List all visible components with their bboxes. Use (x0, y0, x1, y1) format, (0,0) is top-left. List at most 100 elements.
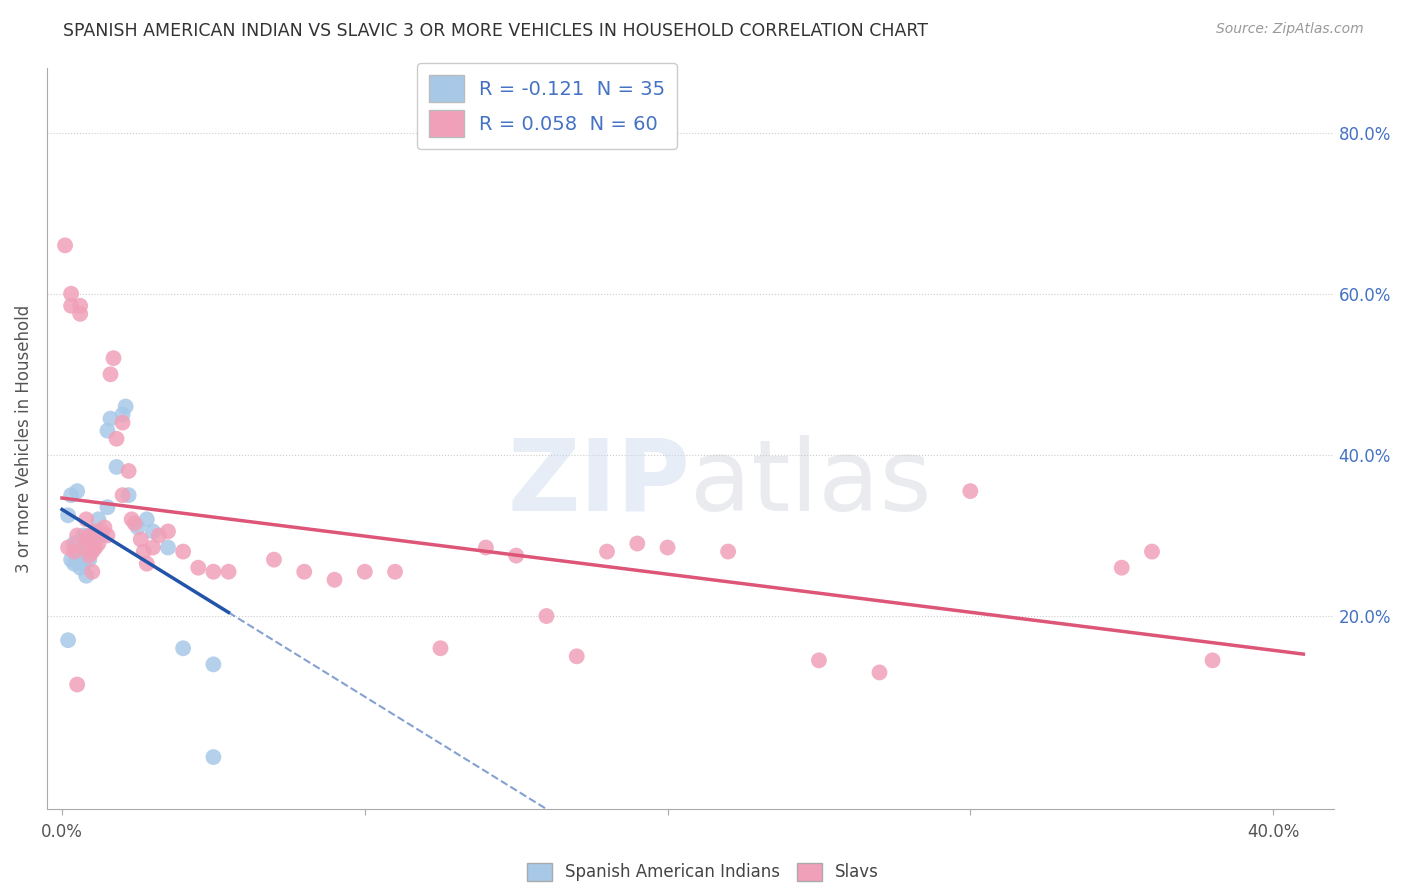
Point (127, 520, 149, 534)
Point (142, 541, 165, 555)
Point (77, 528, 100, 542)
Point (82, 565, 104, 579)
Point (66, 549, 89, 563)
Point (72, 557, 94, 571)
Point (77, 541, 100, 555)
Point (75, 533, 97, 547)
Point (263, 552, 285, 566)
Point (717, 544, 740, 558)
Text: Source: ZipAtlas.com: Source: ZipAtlas.com (1216, 22, 1364, 37)
Point (353, 565, 375, 579)
Point (66, 677, 89, 691)
Point (69, 299, 91, 313)
Point (72, 528, 94, 542)
Point (100, 368, 122, 382)
Point (105, 432, 128, 446)
Point (96, 528, 118, 542)
Point (90, 524, 112, 539)
Legend: Spanish American Indians, Slavs: Spanish American Indians, Slavs (520, 856, 886, 888)
Point (75, 541, 97, 555)
Point (60, 552, 83, 566)
Point (172, 544, 194, 558)
Point (77, 549, 100, 563)
Point (429, 641, 451, 656)
Point (66, 528, 89, 542)
Point (96, 500, 118, 515)
Point (77, 552, 100, 566)
Point (63, 557, 86, 571)
Point (869, 665, 891, 680)
Point (117, 488, 139, 502)
Point (75, 512, 97, 526)
Point (75, 568, 97, 582)
Point (135, 512, 157, 526)
Point (135, 557, 157, 571)
Point (84, 524, 107, 539)
Point (187, 560, 209, 574)
Point (63, 544, 86, 558)
Point (82, 533, 104, 547)
Point (292, 565, 315, 579)
Text: ZIP: ZIP (508, 434, 690, 532)
Point (565, 649, 588, 664)
Point (56, 508, 79, 523)
Point (87, 512, 110, 526)
Legend: R = -0.121  N = 35, R = 0.058  N = 60: R = -0.121 N = 35, R = 0.058 N = 60 (418, 63, 676, 149)
Point (105, 459, 128, 474)
Point (90, 528, 112, 542)
Point (657, 541, 679, 555)
Point (807, 653, 830, 667)
Point (142, 524, 165, 539)
Point (53, 238, 76, 252)
Point (60, 488, 83, 502)
Point (172, 641, 194, 656)
Point (626, 536, 648, 550)
Point (959, 484, 981, 499)
Point (111, 488, 134, 502)
Point (117, 464, 139, 478)
Point (218, 565, 240, 579)
Text: atlas: atlas (690, 434, 932, 532)
Point (69, 544, 91, 558)
Point (596, 544, 619, 558)
Point (93, 520, 115, 534)
Point (111, 408, 134, 422)
Y-axis label: 3 or more Vehicles in Household: 3 or more Vehicles in Household (15, 305, 32, 573)
Point (505, 549, 527, 563)
Point (63, 536, 86, 550)
Point (124, 516, 146, 531)
Point (66, 484, 89, 499)
Point (82, 544, 104, 558)
Text: SPANISH AMERICAN INDIAN VS SLAVIC 3 OR MORE VEHICLES IN HOUSEHOLD CORRELATION CH: SPANISH AMERICAN INDIAN VS SLAVIC 3 OR M… (63, 22, 928, 40)
Point (69, 307, 91, 321)
Point (156, 541, 179, 555)
Point (129, 533, 152, 547)
Point (72, 541, 94, 555)
Point (114, 400, 136, 414)
Point (1201, 653, 1223, 667)
Point (96, 424, 118, 438)
Point (1140, 544, 1163, 558)
Point (536, 609, 558, 624)
Point (384, 565, 406, 579)
Point (132, 544, 155, 558)
Point (69, 560, 91, 574)
Point (202, 657, 225, 672)
Point (1111, 560, 1133, 574)
Point (103, 351, 125, 366)
Point (202, 565, 225, 579)
Point (84, 541, 107, 555)
Point (56, 633, 79, 648)
Point (84, 524, 107, 539)
Point (202, 750, 225, 764)
Point (148, 528, 170, 542)
Point (100, 411, 122, 425)
Point (82, 541, 104, 555)
Point (60, 286, 83, 301)
Point (156, 524, 179, 539)
Point (111, 416, 134, 430)
Point (475, 541, 498, 555)
Point (87, 536, 110, 550)
Point (56, 541, 79, 555)
Point (323, 573, 346, 587)
